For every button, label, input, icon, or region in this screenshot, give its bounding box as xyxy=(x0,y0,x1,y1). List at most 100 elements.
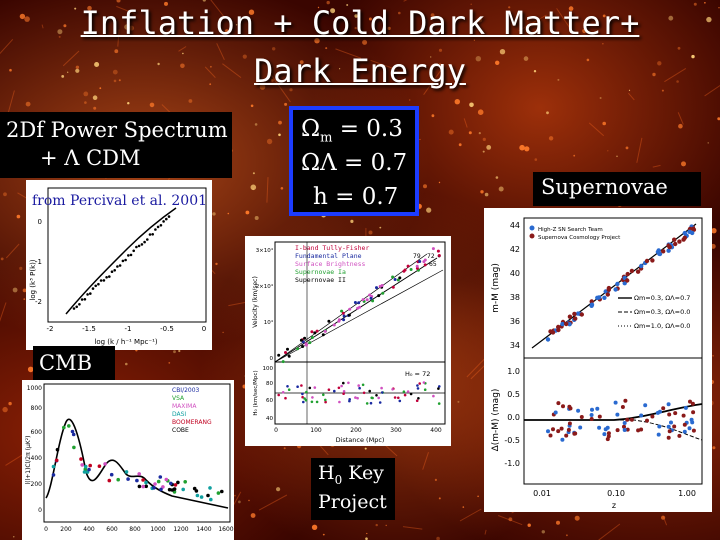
cmb-xtick-1: 200 xyxy=(60,526,72,533)
hubble-h0-point xyxy=(371,396,374,400)
hubble-h0-point xyxy=(340,384,343,388)
hubble-velocity-point xyxy=(303,336,307,340)
supernova-point xyxy=(564,321,569,327)
h0-symbol: H xyxy=(318,462,335,484)
hubble-velocity-point xyxy=(357,301,361,305)
supernova-residual-point xyxy=(682,422,687,427)
supernova-residual-point xyxy=(682,429,687,434)
hubble-velocity-point xyxy=(391,285,395,289)
hubble-h0-point xyxy=(406,390,410,393)
supernova-point xyxy=(667,244,672,250)
cmb-data-point xyxy=(194,489,199,493)
supernova-point xyxy=(605,292,610,297)
hubble-xtick-2: 200 xyxy=(350,427,362,434)
h0-subscript: 0 xyxy=(334,472,343,487)
hubble-annot-72: 72 xyxy=(427,253,435,260)
hubble-ylabel-bottom: H₀ (km/sec/Mpc) xyxy=(253,370,259,415)
cmb-data-point xyxy=(83,467,88,472)
supernova-point xyxy=(579,312,584,317)
power-spectrum-plot: 0 -1 -2 -2 -1.5 -1 -0.5 0 log (k / h⁻¹ M… xyxy=(26,180,212,350)
hubble-h0-point xyxy=(380,386,383,390)
supernova-residual-point xyxy=(546,429,550,434)
supernova-data-points xyxy=(545,224,697,442)
sn-legend-marker-1 xyxy=(529,233,535,239)
cmb-ytick-1: 800 xyxy=(31,405,43,412)
supernova-point xyxy=(595,295,600,300)
supernova-point xyxy=(657,251,663,257)
cmb-data-point xyxy=(209,497,213,502)
hubble-h0-point xyxy=(313,386,317,389)
hubble-h0-annot: H₀ = 72 xyxy=(405,370,430,378)
h0-label-line2: Project xyxy=(318,491,387,513)
cmb-data-points xyxy=(51,424,224,502)
hubble-h0-point xyxy=(362,391,366,395)
hubble-ytick-top-2: 10⁴ xyxy=(264,319,274,326)
cmb-data-point xyxy=(82,470,87,474)
supernova-point xyxy=(556,327,561,333)
hubble-velocity-point xyxy=(422,260,426,264)
cmb-data-point xyxy=(51,473,56,477)
supernova-residual-point xyxy=(553,410,558,415)
supernova-residual-point xyxy=(688,399,692,404)
ps-data-point xyxy=(127,254,130,257)
cmb-legend-4: BOOMERANG xyxy=(172,419,212,426)
hubble-h0-point xyxy=(418,382,421,385)
cmb-label: CMB xyxy=(39,351,93,375)
ps-data-point xyxy=(159,224,163,227)
sn-model-1: Ωm=0.3, ΩΛ=0.0 xyxy=(634,308,690,316)
cmb-data-point xyxy=(83,464,88,469)
hubble-h0-point xyxy=(375,394,378,397)
cmb-data-point xyxy=(208,486,212,490)
supernovae-hubble-plot: 44 42 40 38 36 34 1.0 0.5 0.0 -0.5 -1.0 … xyxy=(484,208,712,512)
hubble-velocity-point xyxy=(299,338,303,342)
hubble-velocity-point xyxy=(381,291,385,295)
ps-data-point xyxy=(165,217,168,221)
sn-legend-marker-0 xyxy=(529,225,535,231)
ps-data-point xyxy=(146,238,149,241)
ps-ylabel: log (k³ P(k)) xyxy=(29,259,37,300)
supernova-point xyxy=(550,330,556,335)
supernova-point xyxy=(661,249,666,254)
hubble-velocity-point xyxy=(418,260,422,263)
hubble-xtick-1: 100 xyxy=(310,427,322,434)
hubble-legend-1: Fundamental Plane xyxy=(295,252,362,260)
hubble-h0-point xyxy=(310,400,314,404)
hubble-diagram-plot: I-band Tully-Fisher Fundamental Plane Su… xyxy=(245,236,451,446)
cmb-ytick-3: 400 xyxy=(31,455,43,462)
cmb-power-spectrum-plot: 1000 800 600 400 200 0 0 200 400 600 800… xyxy=(22,380,234,540)
hubble-h0-point xyxy=(324,398,327,402)
hubble-velocity-point xyxy=(342,314,346,318)
hubble-h0-point xyxy=(296,385,299,388)
hubble-h0-point xyxy=(302,400,305,404)
ps-data-point xyxy=(132,249,135,253)
cmb-xtick-7: 1400 xyxy=(196,526,211,533)
hubble-h0-point xyxy=(402,390,406,393)
supernova-residual-point xyxy=(551,427,555,432)
supernova-residual-point xyxy=(615,428,620,433)
hubble-h0-point xyxy=(416,387,420,390)
ps-data-point xyxy=(80,298,84,301)
supernova-residual-point xyxy=(666,435,671,440)
supernova-residual-point xyxy=(622,428,627,432)
sn-model-0: Ωm=0.3, ΩΛ=0.7 xyxy=(634,294,690,302)
cmb-data-point xyxy=(54,458,59,463)
hubble-velocity-point xyxy=(396,278,400,282)
supernova-point xyxy=(589,302,595,307)
hubble-h0-point xyxy=(380,391,384,394)
hubble-velocity-point xyxy=(296,347,300,351)
cmb-data-point xyxy=(72,445,76,450)
supernova-point xyxy=(589,299,594,304)
hubble-velocity-point xyxy=(365,298,369,302)
hubble-h0-point xyxy=(342,390,346,393)
supernova-residual-point xyxy=(657,424,662,429)
ps-data-point xyxy=(167,215,171,218)
hubble-velocity-point xyxy=(375,286,378,290)
supernova-point xyxy=(567,314,573,319)
sn-ytick-bottom-3: -0.5 xyxy=(504,436,520,445)
sn-model-2: Ωm=1.0, ΩΛ=0.0 xyxy=(634,322,690,330)
hubble-h0-point xyxy=(416,384,419,387)
hubble-h0-point xyxy=(333,389,336,393)
cmb-data-point xyxy=(51,464,56,469)
supernova-residual-point xyxy=(666,402,671,407)
hubble-velocity-point xyxy=(332,323,336,327)
